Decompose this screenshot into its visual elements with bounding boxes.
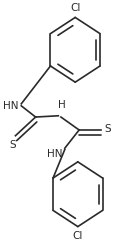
Text: Cl: Cl [70,3,80,13]
Text: H: H [58,100,65,110]
Text: HN: HN [47,149,62,159]
Text: S: S [10,140,16,150]
Text: S: S [104,124,111,134]
Text: HN: HN [3,101,18,111]
Text: Cl: Cl [73,231,83,241]
